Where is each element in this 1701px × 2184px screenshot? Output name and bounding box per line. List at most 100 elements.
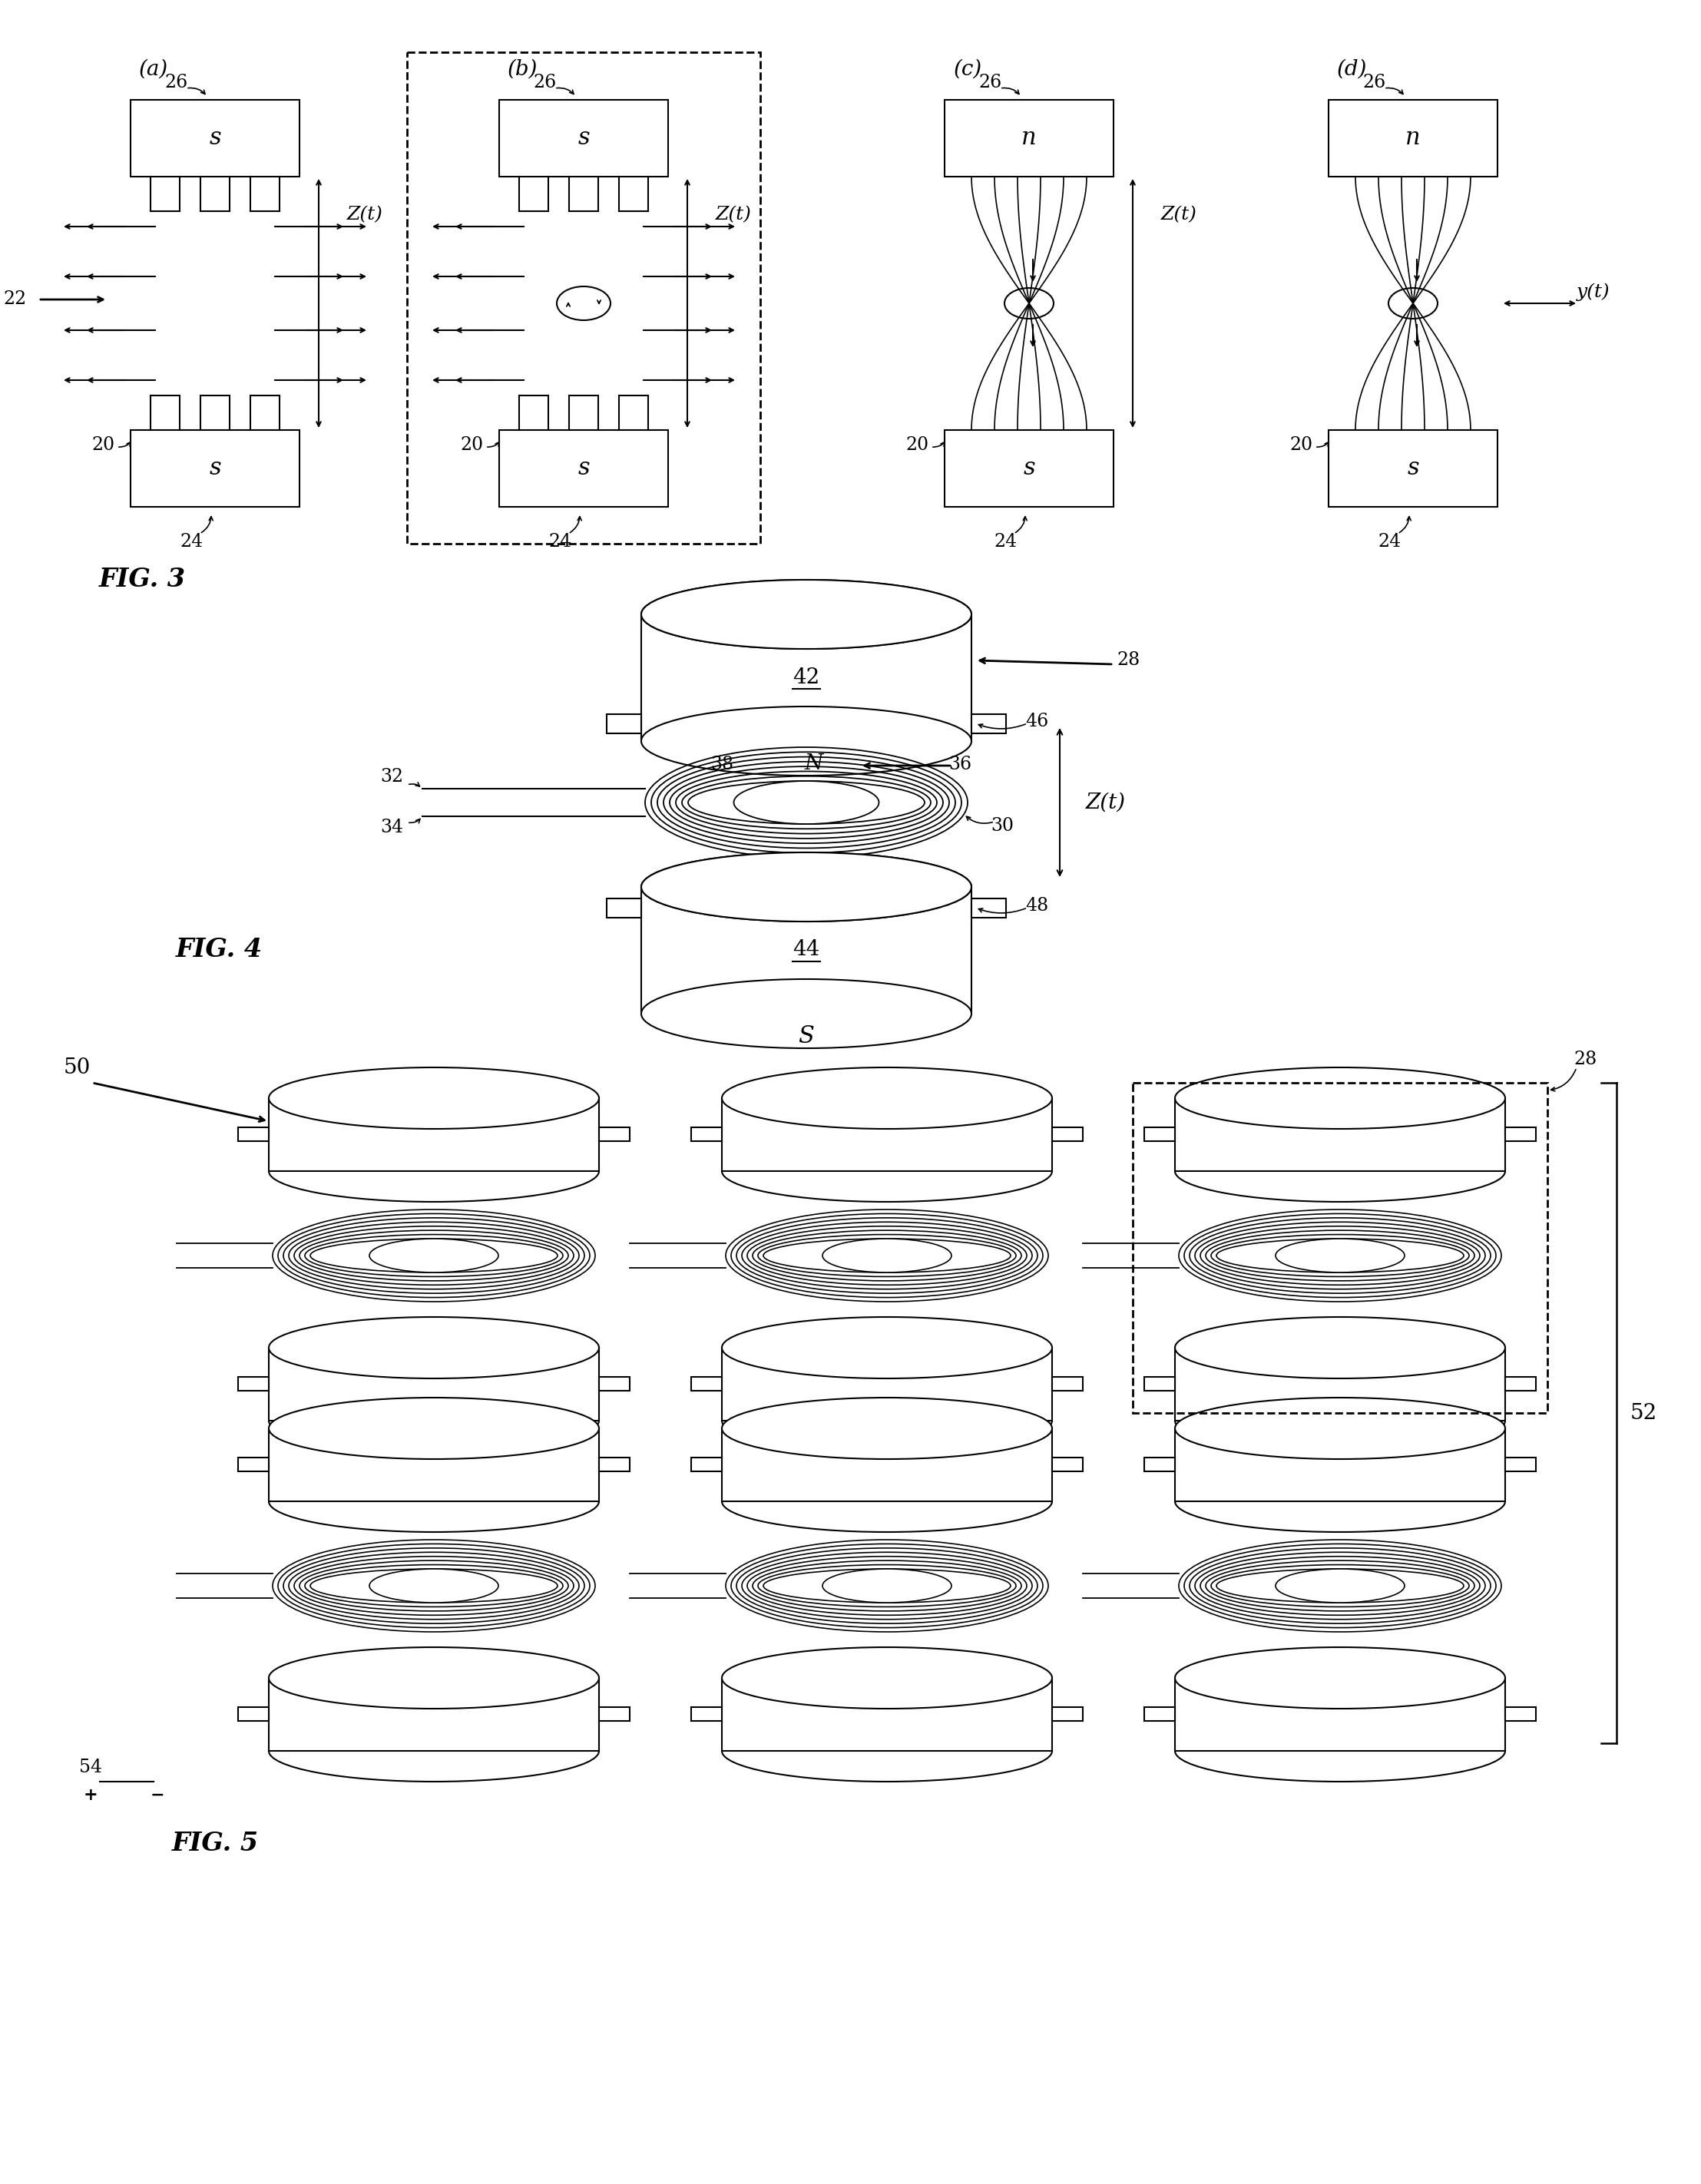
Text: 24: 24: [1378, 533, 1402, 550]
Ellipse shape: [269, 1140, 599, 1201]
Ellipse shape: [369, 1568, 498, 1603]
Bar: [1175, 1099, 1505, 1171]
Text: 22: 22: [3, 290, 27, 308]
Ellipse shape: [269, 1647, 599, 1708]
Text: n: n: [1022, 127, 1036, 151]
Text: n: n: [1405, 127, 1420, 151]
Bar: [691, 1457, 721, 1472]
Ellipse shape: [721, 1470, 1053, 1531]
Text: 30: 30: [990, 817, 1014, 834]
Bar: [944, 430, 1114, 507]
Text: 24: 24: [549, 533, 572, 550]
Text: s: s: [1022, 456, 1034, 480]
Text: 40: 40: [726, 856, 748, 874]
Text: −: −: [150, 1787, 165, 1804]
Ellipse shape: [369, 1238, 498, 1273]
Bar: [1328, 100, 1497, 177]
Bar: [971, 714, 1005, 734]
Ellipse shape: [1175, 1389, 1505, 1452]
Ellipse shape: [823, 1568, 951, 1603]
Bar: [131, 430, 299, 507]
Ellipse shape: [721, 1398, 1053, 1459]
Text: (b): (b): [507, 59, 538, 79]
Bar: [1133, 1083, 1548, 1413]
Bar: [1175, 1428, 1505, 1500]
Ellipse shape: [1175, 1068, 1505, 1129]
Ellipse shape: [269, 1398, 599, 1459]
Text: s: s: [209, 127, 221, 151]
Bar: [691, 1127, 721, 1142]
Bar: [1053, 1708, 1084, 1721]
Text: 44: 44: [793, 939, 820, 961]
Bar: [1505, 1708, 1536, 1721]
Ellipse shape: [1175, 1470, 1505, 1531]
Ellipse shape: [641, 579, 971, 649]
Text: 20: 20: [907, 437, 929, 454]
Text: N: N: [805, 753, 823, 775]
Bar: [131, 100, 299, 177]
Bar: [721, 1099, 1053, 1171]
Bar: [1175, 1348, 1505, 1420]
Ellipse shape: [269, 1068, 599, 1129]
Text: S: S: [798, 579, 815, 603]
Ellipse shape: [269, 1721, 599, 1782]
Text: y(t): y(t): [1577, 282, 1611, 301]
Bar: [1505, 1376, 1536, 1391]
Bar: [641, 887, 971, 1013]
Ellipse shape: [269, 1470, 599, 1531]
Text: Z(t): Z(t): [1160, 205, 1198, 223]
Ellipse shape: [269, 1317, 599, 1378]
Bar: [691, 1376, 721, 1391]
Text: 54: 54: [78, 1758, 102, 1776]
Ellipse shape: [641, 705, 971, 775]
Bar: [599, 1127, 629, 1142]
Text: 34: 34: [379, 819, 403, 836]
Ellipse shape: [1175, 1721, 1505, 1782]
Text: 48: 48: [1026, 898, 1048, 915]
Bar: [238, 1457, 269, 1472]
Bar: [599, 1457, 629, 1472]
Bar: [607, 714, 641, 734]
Text: Z(t): Z(t): [347, 205, 383, 223]
Ellipse shape: [641, 978, 971, 1048]
Text: 36: 36: [949, 756, 971, 773]
Bar: [498, 430, 668, 507]
Text: 26: 26: [534, 74, 556, 92]
Bar: [607, 898, 641, 917]
Bar: [269, 1099, 599, 1171]
Ellipse shape: [1276, 1238, 1405, 1273]
Ellipse shape: [269, 1389, 599, 1452]
Text: FIG. 4: FIG. 4: [175, 937, 262, 963]
Ellipse shape: [641, 852, 971, 922]
Text: s: s: [1407, 456, 1419, 480]
Bar: [269, 1677, 599, 1752]
Ellipse shape: [721, 1721, 1053, 1782]
Bar: [599, 1708, 629, 1721]
Bar: [238, 1376, 269, 1391]
Bar: [1145, 1127, 1175, 1142]
Text: FIG. 3: FIG. 3: [99, 568, 185, 592]
Bar: [1145, 1457, 1175, 1472]
Bar: [944, 100, 1114, 177]
Ellipse shape: [721, 1317, 1053, 1378]
Text: 26: 26: [165, 74, 189, 92]
Text: (a): (a): [139, 59, 168, 79]
Ellipse shape: [823, 1238, 951, 1273]
Ellipse shape: [1175, 1647, 1505, 1708]
Text: 20: 20: [1289, 437, 1313, 454]
Bar: [721, 1428, 1053, 1500]
Ellipse shape: [1175, 1140, 1505, 1201]
Text: 50: 50: [63, 1057, 90, 1077]
Text: 38: 38: [711, 756, 733, 773]
Bar: [269, 1428, 599, 1500]
Bar: [721, 1348, 1053, 1420]
Bar: [238, 1708, 269, 1721]
Ellipse shape: [721, 1068, 1053, 1129]
Text: Z(t): Z(t): [1085, 793, 1126, 812]
Text: (c): (c): [953, 59, 981, 79]
Ellipse shape: [721, 1389, 1053, 1452]
Bar: [1505, 1127, 1536, 1142]
Ellipse shape: [641, 852, 971, 922]
Bar: [1328, 430, 1497, 507]
Bar: [691, 1708, 721, 1721]
